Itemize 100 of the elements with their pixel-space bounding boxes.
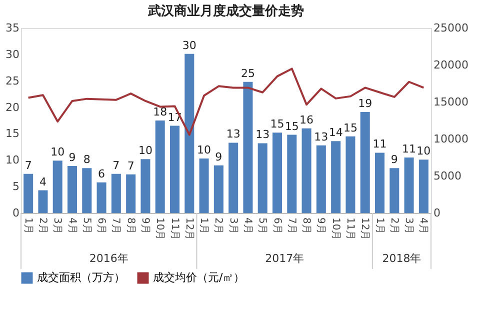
data-label: 10 — [197, 144, 212, 157]
bar — [418, 160, 428, 213]
data-label: 15 — [270, 118, 284, 131]
x-tick-label: 11月 — [168, 218, 180, 240]
chart-title: 武汉商业月度成交量价走势 — [147, 3, 304, 19]
bar — [170, 126, 180, 213]
x-tick-label: 9月 — [315, 218, 326, 234]
bar — [24, 174, 34, 213]
data-label: 7 — [24, 158, 32, 172]
y-tick-label: 30 — [6, 48, 20, 61]
data-label: 13 — [226, 128, 240, 141]
bar — [404, 158, 414, 213]
data-label: 7 — [112, 158, 120, 172]
y-tick-label: 15 — [6, 127, 20, 140]
bar — [82, 168, 92, 213]
data-label: 14 — [328, 126, 343, 140]
bar — [184, 54, 194, 213]
data-label: 30 — [182, 38, 196, 52]
bar — [111, 174, 121, 213]
data-label: 8 — [83, 153, 90, 166]
bar — [331, 141, 341, 213]
legend-label: 成交面积（万方） — [37, 271, 125, 284]
bar — [52, 160, 62, 213]
y2-tick-label: 20000 — [434, 58, 468, 72]
data-label: 13 — [256, 128, 270, 142]
x-tick-label: 6月 — [271, 218, 282, 234]
bar — [390, 168, 400, 213]
x-tick-label: 9月 — [139, 218, 150, 234]
y-tick-label: 35 — [6, 22, 20, 34]
x-tick-label: 1月 — [374, 218, 385, 234]
data-label: 9 — [390, 153, 398, 166]
data-label: 4 — [39, 175, 46, 188]
x-tick-label: 2月 — [388, 218, 400, 234]
x-tick-label: 1月 — [198, 218, 210, 234]
data-label: 9 — [68, 150, 76, 164]
y2-tick-label: 25000 — [434, 22, 468, 34]
x-tick-label: 5月 — [256, 218, 268, 234]
bar — [199, 158, 209, 213]
data-label: 9 — [215, 150, 222, 164]
y-tick-label: 0 — [12, 206, 20, 220]
bar — [287, 134, 297, 213]
data-label: 25 — [240, 66, 255, 80]
x-tick-label: 6月 — [96, 218, 107, 234]
x-tick-label: 11月 — [344, 218, 356, 240]
x-tick-label: 4月 — [66, 218, 78, 234]
bar — [243, 82, 253, 213]
text: 2017年 — [265, 252, 304, 265]
data-label: 10 — [50, 146, 65, 159]
x-tick-label: 3月 — [227, 218, 238, 234]
x-tick-label: 3月 — [403, 218, 414, 234]
x-tick-label: 7月 — [286, 218, 297, 234]
bar — [228, 142, 238, 213]
y-tick-label: 20 — [6, 100, 20, 114]
bar — [360, 112, 370, 213]
bar — [67, 166, 78, 213]
data-label: 18 — [153, 106, 168, 118]
data-label: 11 — [402, 142, 416, 156]
x-tick-label: 4月 — [418, 218, 429, 234]
bar — [374, 152, 385, 213]
legend-label: 成交均价（元/㎡） — [153, 271, 245, 284]
data-label: 6 — [98, 167, 106, 180]
y-tick-label: 10 — [6, 154, 20, 167]
bar — [272, 132, 282, 213]
bar — [96, 182, 106, 213]
x-tick-label: 12月 — [183, 218, 194, 240]
bar — [214, 165, 224, 213]
x-tick-label: 2月 — [212, 218, 224, 234]
y2-tick-label: 0 — [434, 206, 440, 220]
x-tick-label: 4月 — [242, 218, 253, 234]
y2-tick-label: 10000 — [434, 132, 468, 146]
text: 2018年 — [382, 252, 422, 265]
x-tick-label: 8月 — [300, 218, 312, 234]
bar — [258, 143, 268, 213]
y-tick-label: 25 — [6, 74, 20, 88]
data-label: 10 — [138, 144, 152, 158]
bar — [316, 145, 326, 213]
x-tick-label: 5月 — [80, 218, 92, 234]
x-tick-label: 12月 — [359, 218, 370, 240]
x-tick-label: 8月 — [124, 218, 136, 234]
data-label: 16 — [300, 113, 314, 126]
y2-tick-label: 5000 — [434, 170, 462, 182]
x-tick-label: 1月 — [22, 218, 34, 234]
x-tick-label: 3月 — [52, 218, 63, 234]
bar — [346, 136, 356, 213]
bar — [155, 120, 165, 213]
x-tick-label: 10月 — [330, 218, 341, 240]
data-label: 15 — [343, 121, 358, 134]
data-label: 15 — [284, 120, 299, 133]
text: 2016年 — [89, 252, 128, 265]
bar — [140, 159, 150, 213]
y2-tick-label: 15000 — [434, 96, 468, 108]
data-label: 7 — [127, 159, 134, 172]
data-label: 11 — [372, 138, 387, 151]
y-tick-label: 5 — [12, 180, 20, 194]
x-tick-label: 2月 — [36, 218, 48, 234]
data-label: 13 — [314, 130, 328, 144]
bar — [126, 174, 136, 213]
bar — [302, 128, 312, 213]
bar — [38, 190, 48, 213]
data-label: 10 — [416, 144, 431, 158]
